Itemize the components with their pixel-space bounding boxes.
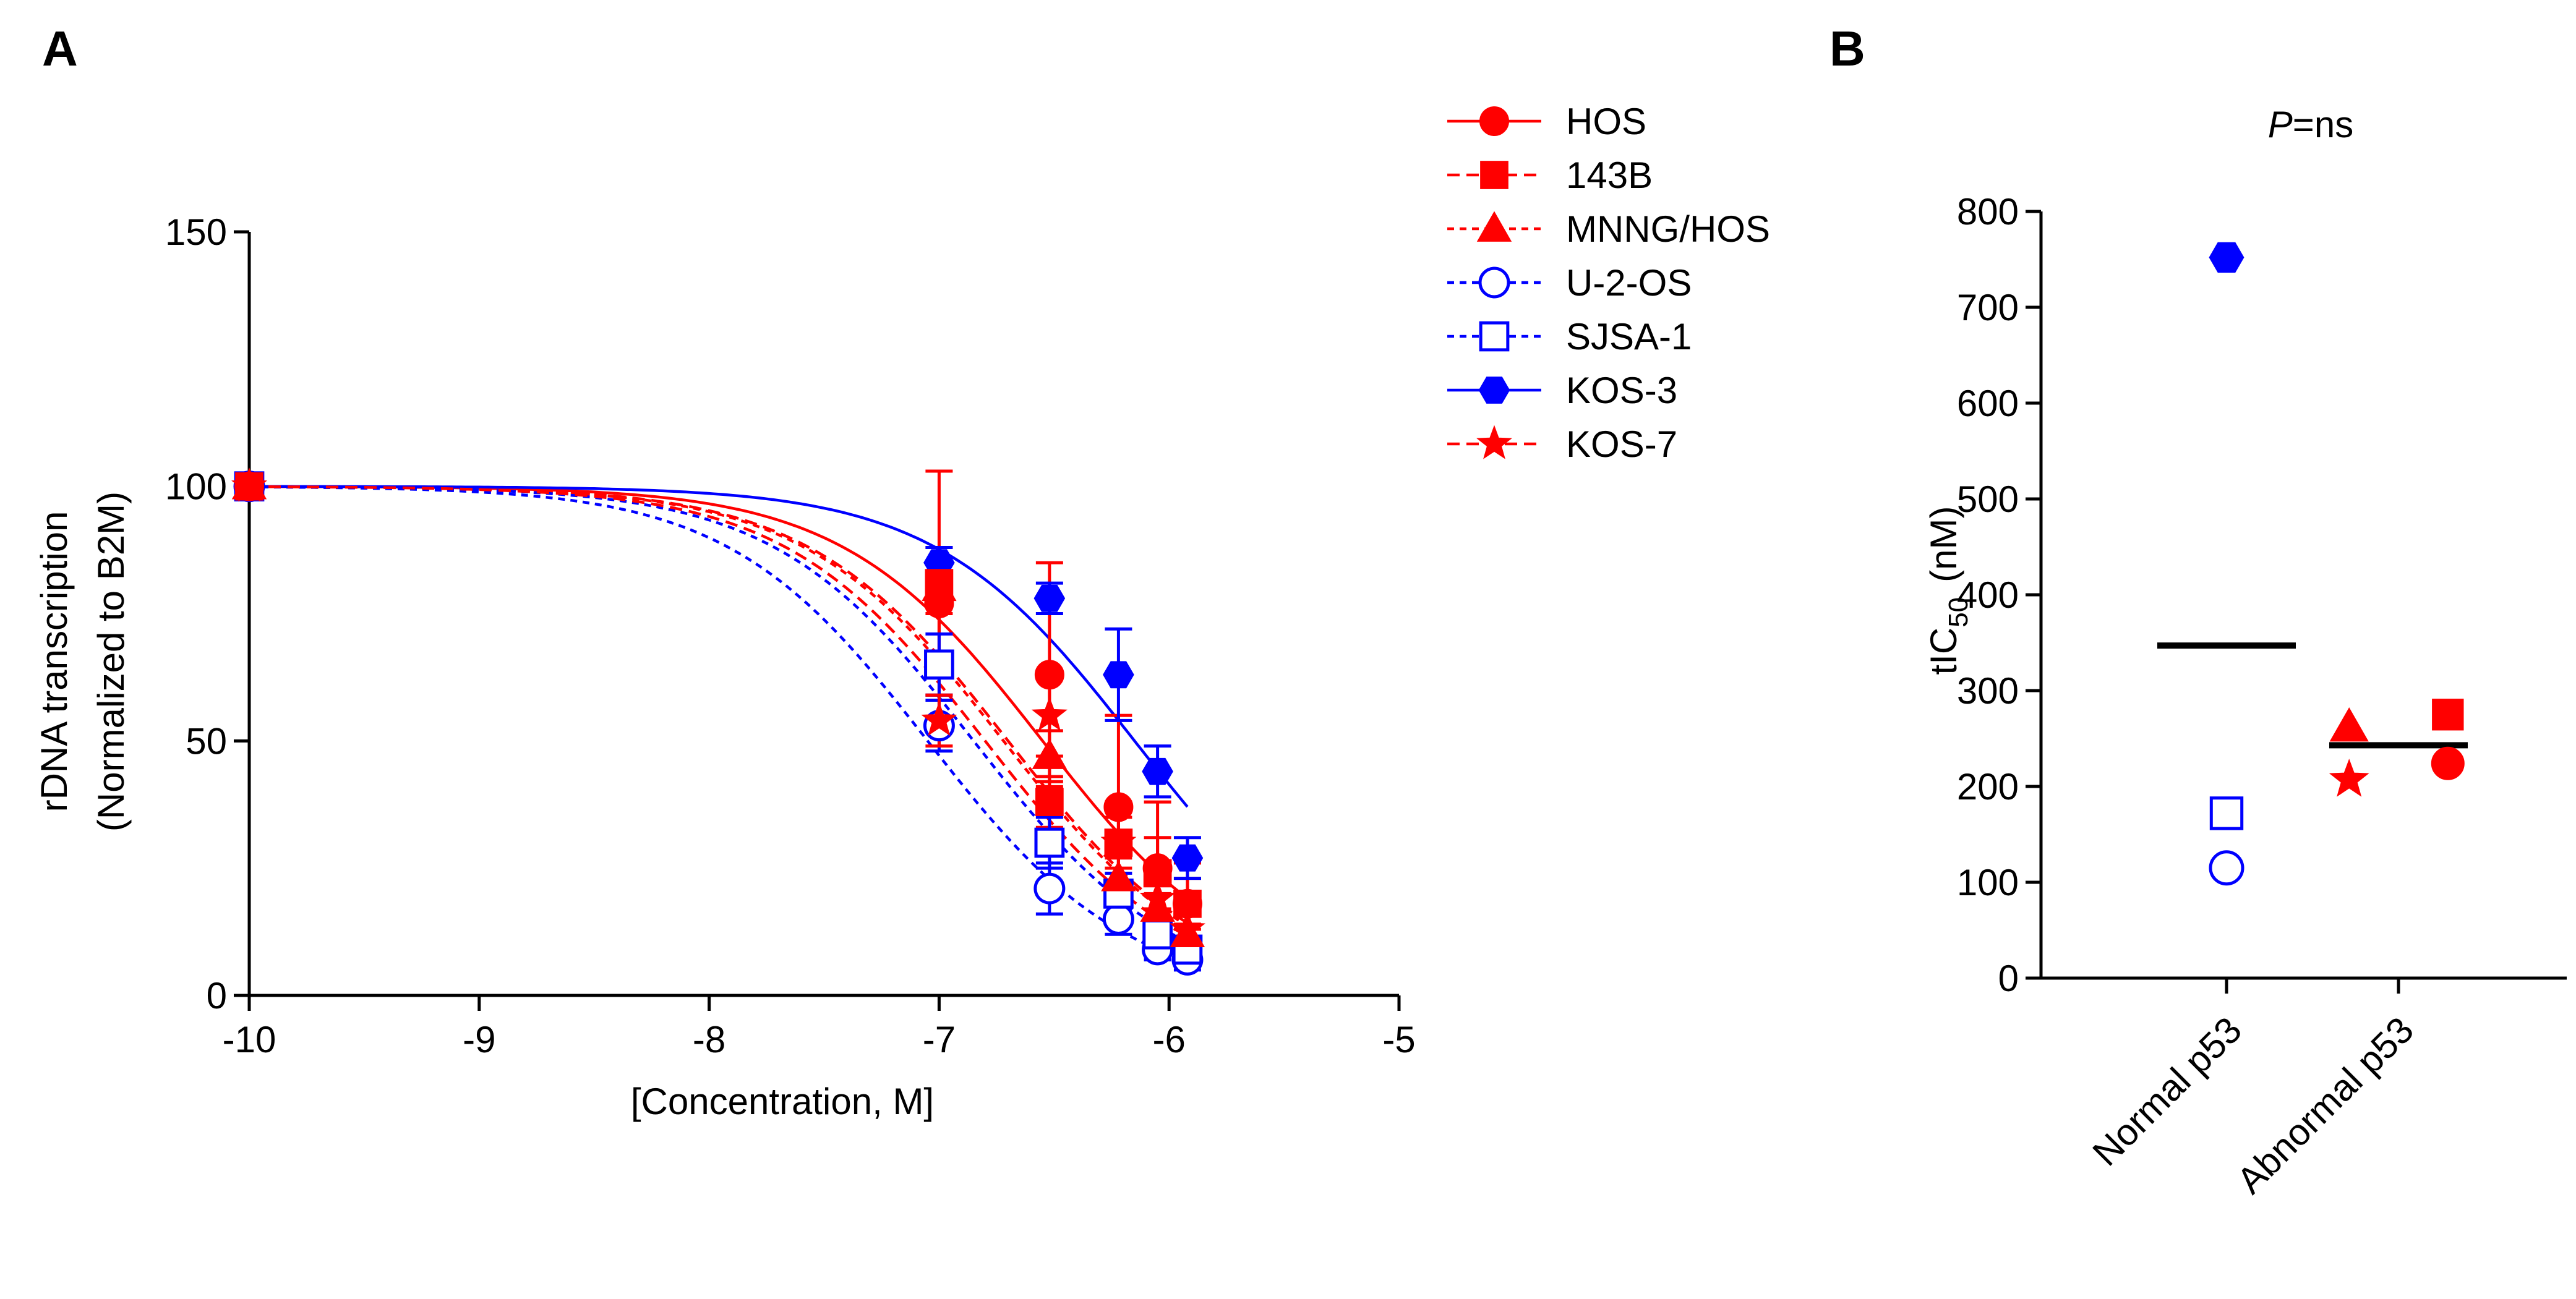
legend: HOS 143B MNNG/HOS U-2-OS SJSA-1 KOS-3 KOS-7 [1447, 101, 1770, 465]
panel-b-y-tick-label: 400 [1957, 574, 2019, 616]
legend-label-mnng-hos: MNNG/HOS [1566, 208, 1770, 250]
legend-label-hos: HOS [1566, 101, 1646, 142]
panel-b-y-tick-label: 200 [1957, 766, 2019, 807]
panel-b-title-ns: =ns [2293, 104, 2353, 145]
point-143b [1035, 788, 1064, 816]
point-sjsa-1 [924, 649, 954, 680]
legend-marker-u-2-os [1478, 266, 1510, 299]
panel-b-point-u-2-os [2209, 850, 2244, 886]
panel-a-label: A [42, 21, 78, 76]
legend-marker-mnng-hos [1476, 211, 1512, 242]
curve-kos-7 [249, 485, 1188, 938]
panel-b-data-points [2209, 242, 2465, 886]
point-mnng-hos [1032, 738, 1068, 769]
panel-b-y-axis-title: tIC50 (nM) [1923, 506, 1974, 675]
panel-b-y-tick-label: 100 [1957, 862, 2019, 903]
panel-b-scatter-chart: P=ns 0 100 200 300 400 500 600 700 800 Normal p53… [1923, 104, 2567, 1201]
point-kos-3 [1142, 757, 1173, 785]
panel-b-x-tick-label-abnormal-p53: Abnormal p53 [2229, 1009, 2422, 1202]
panel-a-y-tick-label: 100 [165, 466, 227, 508]
point-kos-3 [1103, 661, 1134, 689]
point-mnng-hos [922, 570, 957, 602]
panel-a-x-tick-label: -9 [463, 1019, 495, 1060]
panel-b-y-tick-label: 500 [1957, 479, 2019, 520]
point-u-2-os [1102, 903, 1134, 935]
panel-b-y-tick-label: 0 [1998, 958, 2019, 999]
point-kos-7 [921, 701, 957, 736]
curve-mnng-hos [249, 485, 1189, 927]
point-kos-3 [1171, 844, 1204, 872]
panel-a-fit-curves [249, 485, 1189, 962]
point-kos-7 [1169, 910, 1205, 945]
panel-a-x-axis-title: [Concentration, M] [631, 1081, 934, 1122]
panel-b-y-tick-label: 600 [1957, 383, 2019, 424]
legend-marker-kos-3 [1478, 377, 1510, 404]
legend-label-u-2-os: U-2-OS [1566, 262, 1692, 304]
panel-a-x-tick-label: -10 [223, 1019, 276, 1060]
panel-b-point-143b [2432, 699, 2464, 731]
panel-b-y-title-main: tIC [1923, 628, 1964, 675]
point-u-2-os [1033, 872, 1066, 905]
panel-b-label: B [1829, 21, 1865, 76]
panel-b-y-tick-label: 300 [1957, 670, 2019, 712]
panel-b-mean-lines [2157, 642, 2468, 749]
panel-b-point-kos-3 [2209, 242, 2244, 273]
curve-sjsa-1 [249, 485, 1188, 943]
panel-a-y-tick-label: 150 [165, 211, 227, 253]
panel-b-point-sjsa-1 [2209, 796, 2244, 830]
point-sjsa-1 [1142, 919, 1173, 950]
legend-marker-kos-7 [1476, 425, 1512, 459]
legend-label-sjsa-1: SJSA-1 [1566, 316, 1692, 357]
panel-a-y-tick-label: 50 [186, 720, 227, 762]
point-kos-7 [1031, 696, 1068, 731]
point-kos-3 [1033, 584, 1066, 612]
point-sjsa-1 [1034, 827, 1065, 858]
point-hos [1103, 792, 1134, 822]
panel-a-x-tick-label: -5 [1382, 1019, 1415, 1060]
point-kos-7 [231, 467, 267, 502]
panel-a-x-tick-label: -7 [923, 1019, 956, 1060]
panel-b-y-tick-label: 800 [1957, 191, 2019, 232]
panel-a-x-tick-label: -6 [1153, 1019, 1186, 1060]
panel-a-x-tick-label: -8 [693, 1019, 725, 1060]
panel-b-title-p: P [2268, 104, 2293, 145]
panel-a-dose-response-chart: 0 50 100 150 -10 -9 -8 -7 -6 -5 [Concentration, M… [33, 211, 1416, 1122]
panel-a-y-axis-title-line2: (Normalized to B2M) [90, 492, 132, 832]
panel-b-point-mnng-hos [2329, 707, 2369, 742]
point-hos [1034, 660, 1064, 690]
panel-b-y-title-sub: 50 [1943, 597, 1974, 628]
legend-label-143b: 143B [1566, 155, 1653, 196]
panel-a-data-points [231, 467, 1205, 976]
point-kos-7 [1139, 880, 1176, 914]
panel-b-y-title-unit: (nM) [1923, 506, 1964, 582]
panel-b-title: P=ns [2268, 104, 2353, 145]
legend-label-kos-3: KOS-3 [1566, 370, 1677, 411]
panel-b-y-tick-label: 700 [1957, 287, 2019, 328]
point-kos-7 [1100, 824, 1137, 858]
panel-b-x-tick-label-normal-p53: Normal p53 [2085, 1009, 2250, 1174]
legend-marker-hos [1479, 106, 1509, 136]
curve-u-2-os [249, 485, 1188, 962]
legend-marker-143b [1480, 161, 1508, 189]
legend-label-kos-7: KOS-7 [1566, 424, 1677, 465]
legend-marker-sjsa-1 [1479, 321, 1510, 352]
point-mnng-hos [1101, 861, 1136, 892]
panel-a-y-axis-title-line1: rDNA transcription [33, 511, 75, 812]
panel-b-point-hos [2431, 746, 2465, 780]
panel-b-point-kos-7 [2329, 759, 2369, 797]
panel-a-y-tick-label: 0 [207, 975, 227, 1016]
panel-b-axes: 0 100 200 300 400 500 600 700 800 Normal p53Abnor… [1957, 191, 2567, 1201]
panel-a-axes: 0 50 100 150 -10 -9 -8 -7 -6 -5 [165, 211, 1416, 1060]
